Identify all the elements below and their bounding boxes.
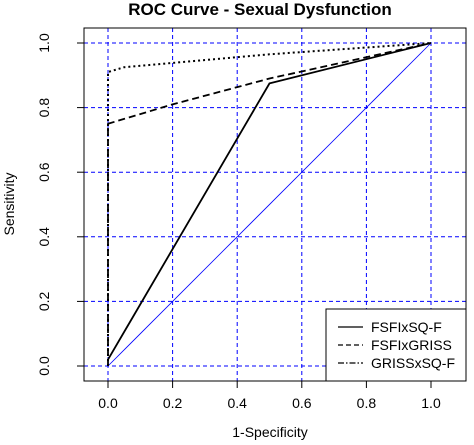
x-tick-label: 0.4 [227,395,247,411]
legend: FSFIxSQ-F FSFIxGRISS GRISSxSQ-F [325,308,467,382]
x-tick-label: 0.2 [163,395,183,411]
series-line-2 [107,42,432,366]
y-tick-label: 0.2 [36,291,52,311]
y-tick-label: 0.6 [36,162,52,182]
x-axis-label: 1-Specificity [232,424,307,440]
legend-label: FSFIxSQ-F [371,319,442,335]
y-tick-label: 0.0 [36,356,52,376]
y-tick-label: 1.0 [36,33,52,53]
x-axis: 0.0 0.2 0.4 0.6 0.8 1.0 [98,381,441,411]
y-axis-label: Sensitivity [1,172,17,235]
x-tick-label: 0.0 [98,395,118,411]
chart-title: ROC Curve - Sexual Dysfunction [128,0,392,19]
y-axis: 0.0 0.2 0.4 0.6 0.8 1.0 [36,33,84,376]
legend-label: FSFIxGRISS [371,337,452,353]
plot-area [107,42,432,367]
legend-label: GRISSxSQ-F [371,355,455,371]
reference-diagonal [107,42,432,367]
x-tick-label: 0.8 [357,395,377,411]
series-line-1 [107,42,432,360]
y-tick-label: 0.4 [36,227,52,247]
y-tick-label: 0.8 [36,98,52,118]
x-tick-label: 1.0 [421,395,441,411]
series-line-3 [107,42,432,366]
x-tick-label: 0.6 [292,395,312,411]
plot-frame [83,27,467,382]
